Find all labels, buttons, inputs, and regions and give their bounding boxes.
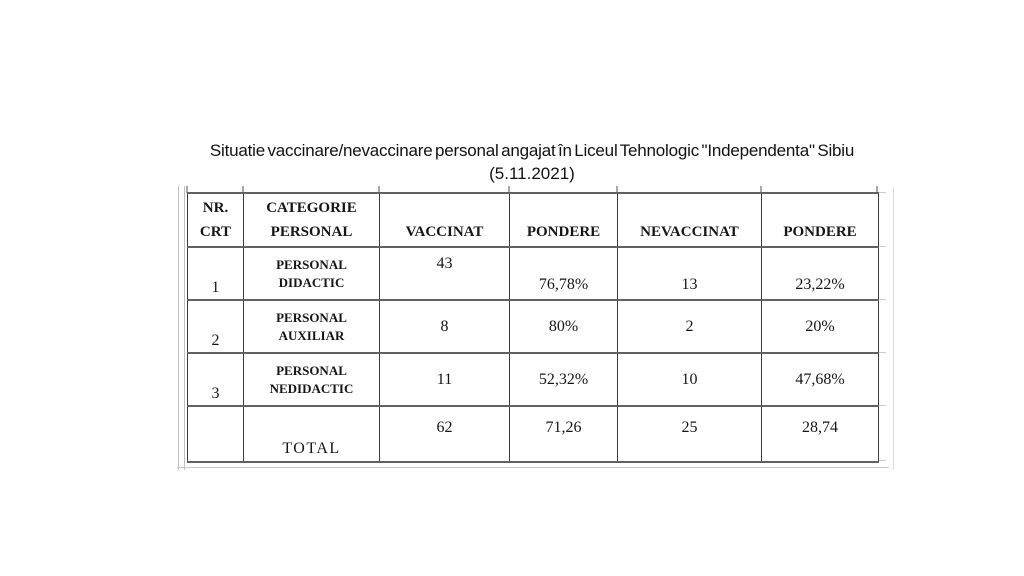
- cell-pondere-nevaccinat: 28,74: [761, 405, 879, 463]
- cell-categorie-line2: AUXILIAR: [278, 327, 345, 343]
- gridline-artifact-left: [178, 186, 185, 470]
- gridline-stub: [879, 192, 886, 193]
- header-nr-crt: NR. CRT: [187, 192, 244, 248]
- cell-vaccinat: 11: [379, 352, 510, 407]
- cell-pondere-nevaccinat: 47,68%: [761, 352, 879, 407]
- cell-vaccinat: 8: [379, 299, 510, 354]
- cell-nevaccinat: 2: [617, 299, 762, 354]
- cell-pondere-vaccinat: 80%: [509, 299, 618, 354]
- header-categorie-line2: PERSONAL: [270, 224, 353, 240]
- cell-categorie-line1: PERSONAL: [276, 309, 347, 325]
- cell-pondere-vaccinat: 76,78%: [509, 246, 618, 301]
- cell-categorie: PERSONAL AUXILIAR: [243, 299, 380, 354]
- cell-pondere-nevaccinat: 20%: [761, 299, 879, 354]
- gridline-stub: [879, 246, 886, 247]
- header-vaccinat: VACCINAT: [379, 192, 510, 248]
- header-categorie-line1: CATEGORIE: [266, 200, 357, 216]
- header-nevaccinat: NEVACCINAT: [617, 192, 762, 248]
- gridline-stub: [616, 186, 618, 193]
- cell-categorie-line2: NEDIDACTIC: [269, 380, 354, 396]
- cell-pondere-nevaccinat: 23,22%: [761, 246, 879, 301]
- cell-categorie-line1: PERSONAL: [276, 256, 347, 272]
- table-row-total: TOTAL 62 71,26 25 28,74: [187, 405, 879, 463]
- title-line-2: (5.11.2021): [489, 164, 575, 183]
- gridline-stub: [876, 186, 878, 193]
- header-pondere-nevaccinat: PONDERE: [761, 192, 879, 248]
- header-nr-crt-line1: NR.: [202, 200, 229, 216]
- cell-vaccinat: 43: [379, 246, 510, 301]
- cell-pondere-vaccinat: 71,26: [509, 405, 618, 463]
- gridline-stub: [508, 186, 510, 193]
- header-nr-crt-line2: CRT: [199, 224, 232, 240]
- gridline-stub: [879, 352, 886, 353]
- gridline-stub: [378, 186, 380, 193]
- cell-categorie-line1: PERSONAL: [276, 362, 347, 378]
- cell-categorie: PERSONAL DIDACTIC: [243, 246, 380, 301]
- cell-nevaccinat: 25: [617, 405, 762, 463]
- gridline-stub: [242, 186, 244, 193]
- gridline-stub: [879, 299, 886, 300]
- cell-total-label: TOTAL: [243, 405, 380, 463]
- gridline-artifact-right: [893, 187, 894, 470]
- gridline-stub: [760, 186, 762, 193]
- cell-vaccinat: 62: [379, 405, 510, 463]
- cell-nevaccinat: 10: [617, 352, 762, 407]
- header-categorie-personal: CATEGORIE PERSONAL: [243, 192, 380, 248]
- cell-nr: 2: [187, 299, 244, 354]
- table-header-row: NR. CRT CATEGORIE PERSONAL VACCINAT POND…: [187, 192, 879, 248]
- cell-categorie-line2: DIDACTIC: [278, 274, 345, 290]
- table-row-personal-auxiliar: 2 PERSONAL AUXILIAR 8 80% 2 20%: [187, 299, 879, 354]
- cell-nr: 1: [187, 246, 244, 301]
- gridline-stub: [879, 405, 886, 406]
- cell-categorie: PERSONAL NEDIDACTIC: [243, 352, 380, 407]
- title-line-1: Situatie vaccinare/nevaccinare personal …: [209, 141, 855, 160]
- document-title: Situatie vaccinare/nevaccinare personal …: [140, 140, 924, 185]
- gridline-stub: [186, 186, 188, 193]
- cell-nevaccinat: 13: [617, 246, 762, 301]
- cell-nr: 3: [187, 352, 244, 407]
- table-row-personal-nedidactic: 3 PERSONAL NEDIDACTIC 11 52,32% 10 47,68…: [187, 352, 879, 407]
- cell-pondere-vaccinat: 52,32%: [509, 352, 618, 407]
- header-pondere-vaccinat: PONDERE: [509, 192, 618, 248]
- vaccination-table: NR. CRT CATEGORIE PERSONAL VACCINAT POND…: [187, 192, 879, 463]
- cell-nr: [187, 405, 244, 463]
- table-row-personal-didactic: 1 PERSONAL DIDACTIC 43 76,78% 13 23,22%: [187, 246, 879, 301]
- gridline-artifact-bottom: [177, 467, 889, 468]
- gridline-stub: [879, 460, 886, 461]
